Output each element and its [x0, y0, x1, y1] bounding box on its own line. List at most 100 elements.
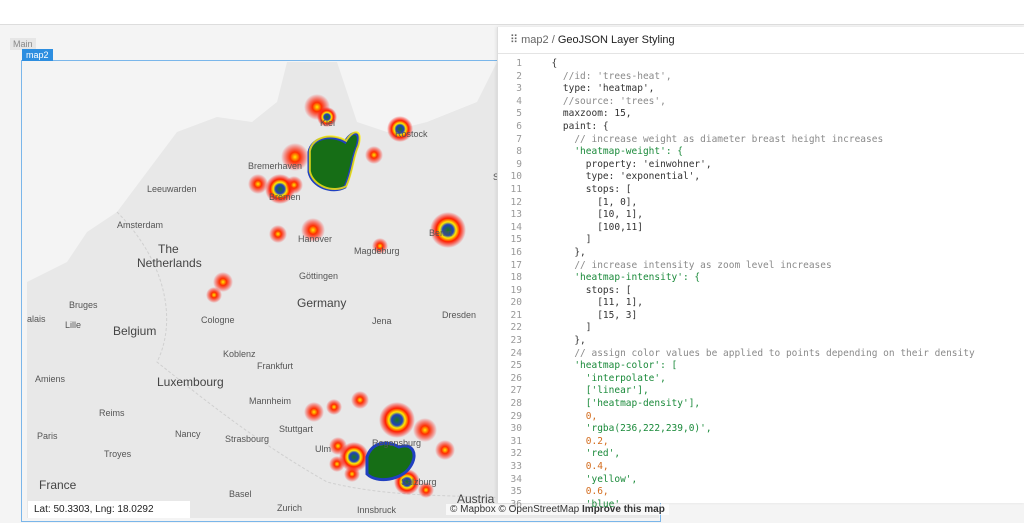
place-label: Bremerhaven [248, 161, 303, 171]
line-number: 33 [510, 461, 522, 472]
attribution: © Mapbox © OpenStreetMap Improve this ma… [446, 504, 669, 515]
line-number: 25 [510, 360, 522, 372]
code-line: 28 ['heatmap-density'], [498, 398, 1024, 411]
code-text: // increase intensity as zoom level incr… [540, 259, 832, 271]
code-line: 14 [100,11] [498, 222, 1024, 235]
place-label: Paris [37, 431, 58, 441]
place-label: Mannheim [249, 396, 292, 406]
top-bar [0, 0, 1024, 25]
line-number: 3 [516, 83, 522, 95]
code-text: //id: 'trees-heat', [540, 70, 672, 82]
code-line: 32 'red', [498, 448, 1024, 461]
code-line: 36 'blue' [498, 499, 1024, 512]
place-label: Austria [457, 492, 495, 506]
line-number: 23 [510, 335, 522, 347]
line-number: 31 [510, 435, 522, 447]
code-line: 10 type: 'exponential', [498, 171, 1024, 184]
line-number: 30 [510, 423, 522, 435]
place-label: Luxembourg [157, 375, 224, 389]
code-text: 'interpolate', [540, 372, 666, 384]
improve-link[interactable]: Improve this map [582, 504, 665, 515]
place-label: Troyes [104, 449, 132, 459]
place-label: Jena [372, 316, 392, 326]
line-number: 22 [510, 322, 522, 334]
breadcrumb-parent[interactable]: map2 [521, 34, 549, 46]
code-line: 1 { [498, 58, 1024, 71]
place-label: Germany [297, 296, 347, 310]
line-number: 14 [510, 221, 522, 233]
code-text: stops: [ [540, 183, 632, 195]
code-line: 7 // increase weight as diameter breast … [498, 134, 1024, 147]
code-line: 12 [1, 0], [498, 197, 1024, 210]
code-text: 0.2, [540, 435, 609, 447]
breadcrumb-current: GeoJSON Layer Styling [557, 34, 675, 46]
code-line: 15 ] [498, 234, 1024, 247]
place-label: Nancy [175, 429, 201, 439]
border [116, 211, 548, 503]
line-number: 17 [510, 259, 522, 271]
line-number: 28 [510, 398, 522, 410]
code-text: [100,11] [540, 221, 643, 233]
place-label: Netherlands [137, 256, 202, 270]
line-number: 1 [516, 58, 522, 69]
code-line: 17 // increase intensity as zoom level i… [498, 260, 1024, 273]
line-number: 35 [510, 486, 522, 498]
place-label: Kiel [320, 118, 336, 128]
code-line: 2 //id: 'trees-heat', [498, 71, 1024, 84]
code-panel: ⠿ map2 / GeoJSON Layer Styling 1 {2 //id… [497, 27, 1024, 510]
code-text: 0, [540, 410, 598, 422]
code-text: maxzoom: 15, [540, 108, 632, 120]
line-number: 34 [510, 473, 522, 485]
code-line: 5 maxzoom: 15, [498, 108, 1024, 121]
place-label: Lille [65, 320, 82, 330]
code-text: //source: 'trees', [540, 95, 666, 107]
place-label: Strasbourg [225, 434, 270, 444]
place-label: Ulm [315, 444, 331, 454]
line-number: 15 [510, 234, 522, 246]
sea [27, 62, 287, 282]
code-line: 25 'heatmap-color': [ [498, 360, 1024, 373]
place-label: Bremen [269, 192, 301, 202]
line-number: 16 [510, 246, 522, 258]
code-text: }, [540, 335, 586, 347]
code-text: type: 'heatmap', [540, 83, 655, 95]
code-editor[interactable]: 1 {2 //id: 'trees-heat', 3 type: 'heatmap… [498, 58, 1024, 511]
place-label: Koblenz [223, 349, 256, 359]
line-number: 9 [516, 158, 522, 170]
code-line: 33 0.4, [498, 461, 1024, 474]
line-number: 13 [510, 209, 522, 221]
line-number: 7 [516, 133, 522, 145]
tab[interactable]: Main [10, 38, 36, 50]
place-label: Innsbruck [357, 505, 397, 515]
code-text: 'heatmap-intensity': { [540, 272, 701, 284]
line-number: 32 [510, 448, 522, 460]
map-label[interactable]: map2 [22, 49, 53, 61]
place-label: Belgium [113, 324, 157, 338]
code-line: 26 'interpolate', [498, 373, 1024, 386]
place-label: The [158, 242, 179, 256]
code-text: paint: { [540, 120, 609, 132]
place-label: Leeuwarden [147, 184, 197, 194]
line-number: 19 [510, 284, 522, 296]
code-line: 6 paint: { [498, 121, 1024, 134]
code-line: 24 // assign color values be applied to … [498, 348, 1024, 361]
line-number: 21 [510, 309, 522, 321]
line-number: 4 [516, 95, 522, 107]
line-number: 18 [510, 272, 522, 284]
place-label: Reims [99, 408, 125, 418]
code-text: // assign color values be applied to poi… [540, 347, 975, 359]
line-number: 6 [516, 120, 522, 132]
place-label: Regensburg [372, 438, 422, 448]
code-text: 'rgba(236,222,239,0)', [540, 423, 712, 435]
line-number: 20 [510, 297, 522, 309]
code-text: type: 'exponential', [540, 171, 701, 183]
code-line: 9 property: 'einwohner', [498, 159, 1024, 172]
place-label: Berlin [429, 228, 453, 238]
code-line: 18 'heatmap-intensity': { [498, 272, 1024, 285]
coordinates: Lat: 50.3303, Lng: 18.0292 [28, 501, 190, 518]
line-number: 2 [516, 70, 522, 82]
code-text: [15, 3] [540, 309, 638, 321]
code-text: ] [540, 322, 592, 334]
code-line: 3 type: 'heatmap', [498, 83, 1024, 96]
